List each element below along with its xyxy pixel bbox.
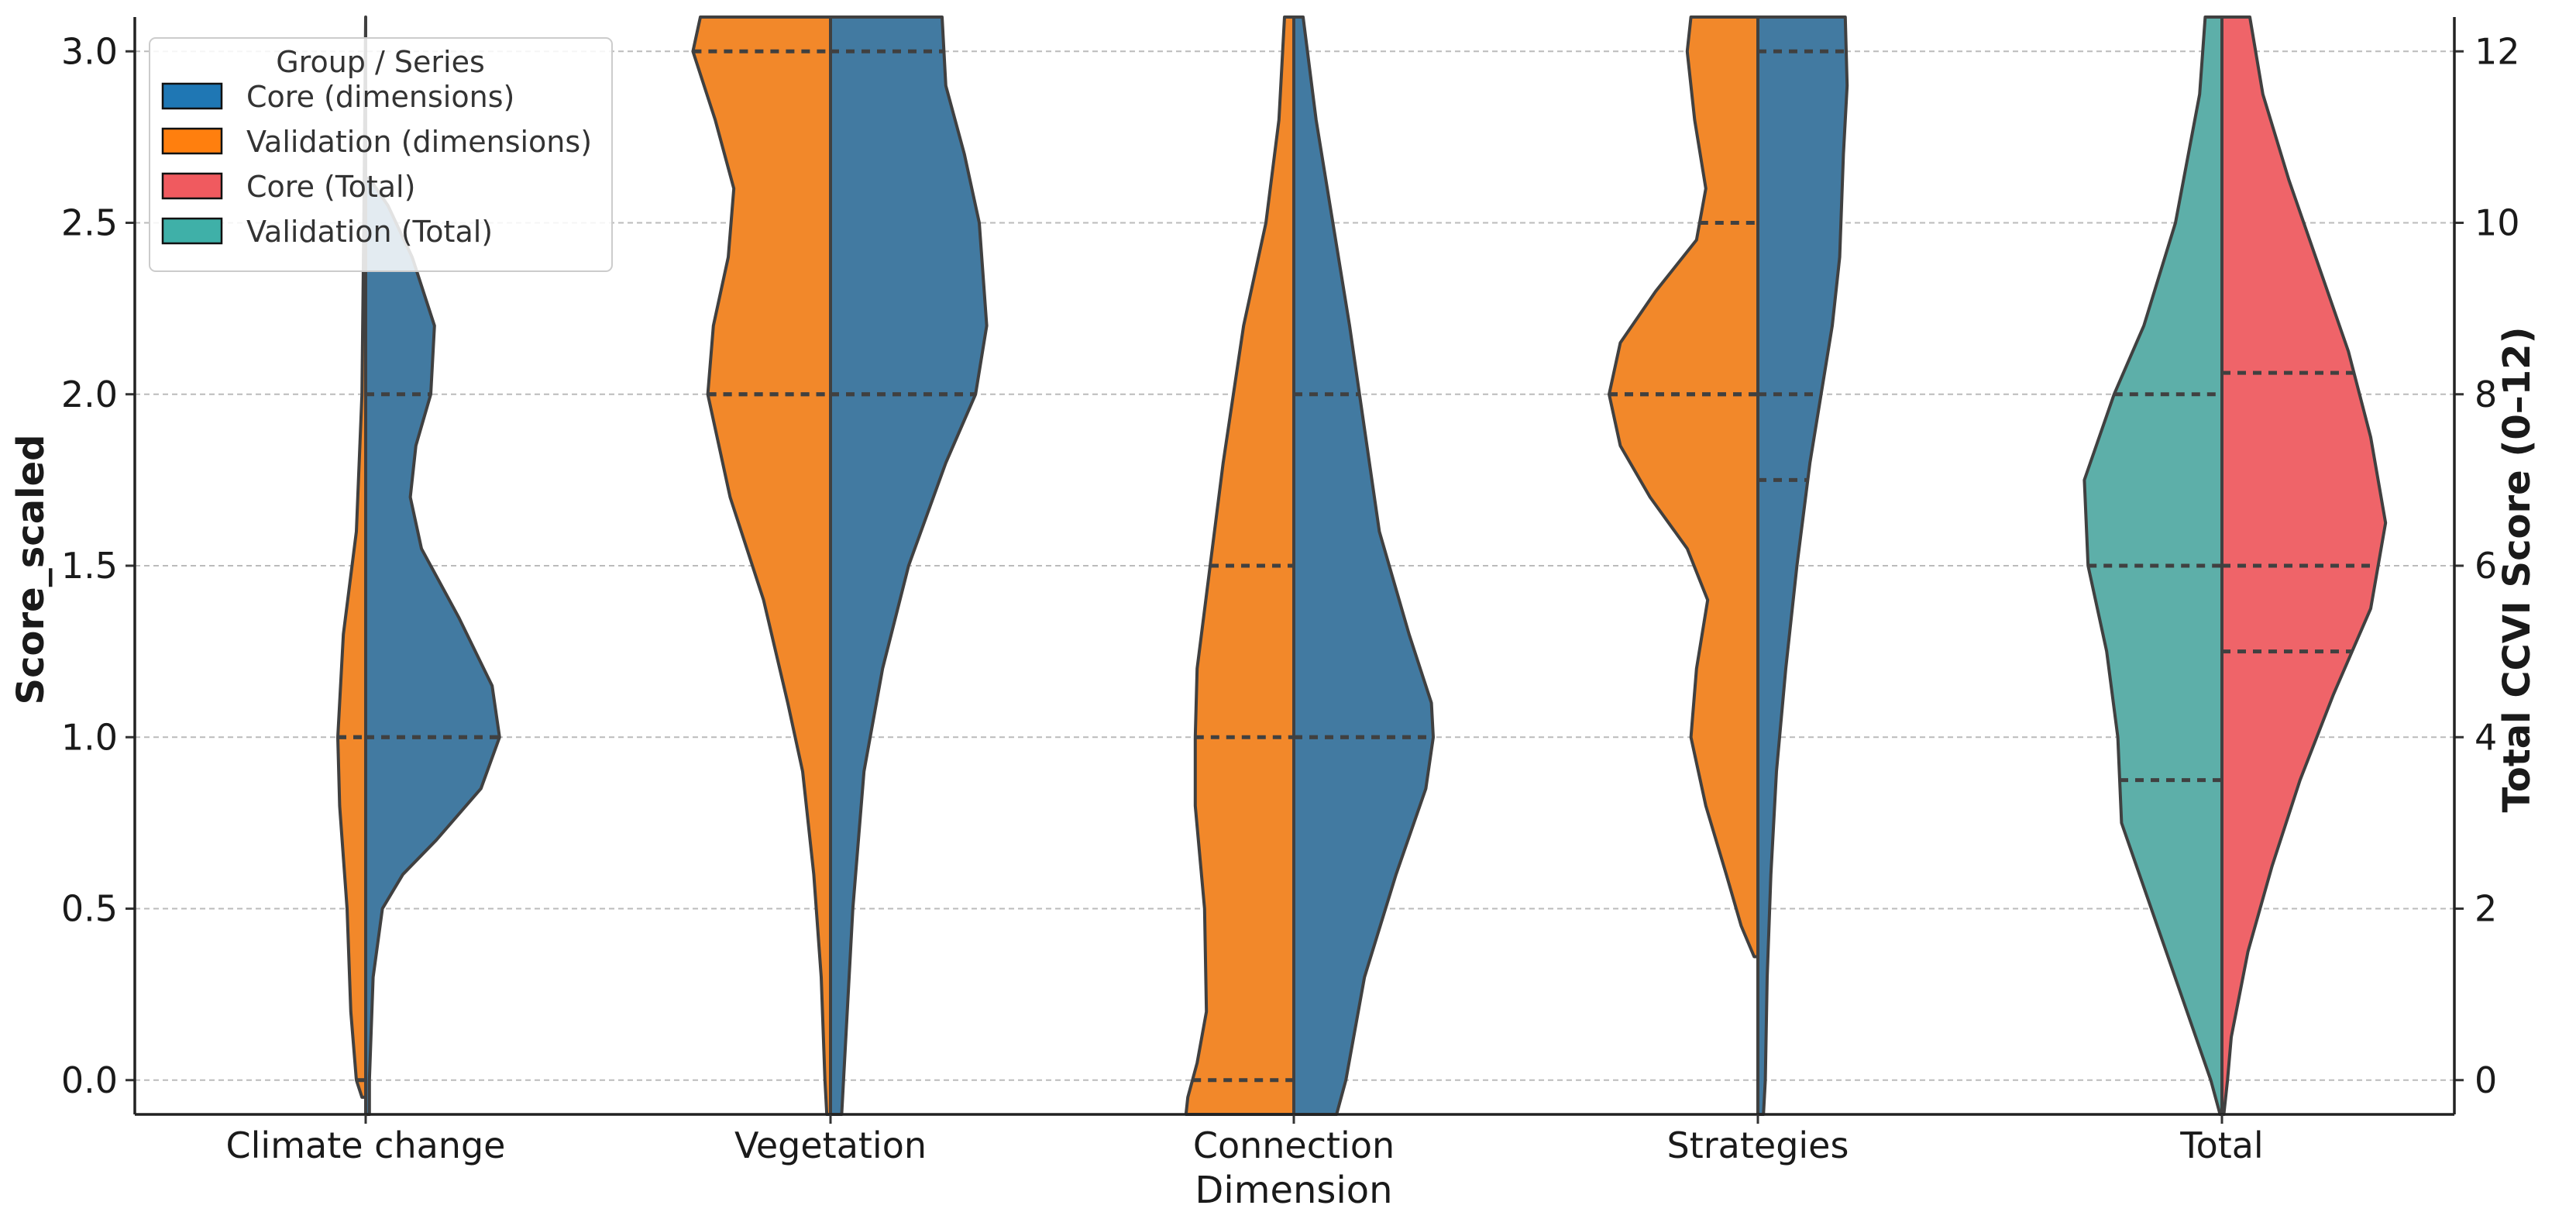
y2-tick-label: 8 <box>2475 374 2497 415</box>
legend-title: Group / Series <box>276 45 485 79</box>
x-axis-title: Dimension <box>1195 1169 1392 1212</box>
legend-swatch <box>161 127 223 155</box>
y-tick-label: 2.5 <box>61 202 118 244</box>
y-axis-title-left: Score_scaled <box>9 434 53 704</box>
y-tick-label: 2.0 <box>61 374 118 415</box>
x-tick-label: Strategies <box>1667 1124 1849 1166</box>
legend-label: Core (Total) <box>246 170 415 204</box>
violins <box>336 15 2388 1116</box>
x-tick-label: Climate change <box>226 1124 506 1166</box>
axes: 0.0 0.5 1.0 1.5 2.0 2.5 3.0 0 2 4 6 8 10 12 Climate ch… <box>61 17 2520 1166</box>
violin-strategies <box>1608 15 1849 1116</box>
y-tick-label: 0.5 <box>61 888 118 930</box>
y2-tick-label: 12 <box>2475 30 2520 72</box>
legend-swatch <box>161 217 223 245</box>
violin-half-left <box>691 15 832 1116</box>
violin-half-right <box>1292 15 1435 1116</box>
legend-box <box>149 37 613 272</box>
legend-label: Validation (dimensions) <box>246 125 592 159</box>
legend-items: Core (dimensions) Validation (dimensions)… <box>161 80 592 249</box>
legend-swatch <box>161 82 223 110</box>
violin-half-right <box>829 15 989 1116</box>
legend-item: Validation (dimensions) <box>161 125 592 159</box>
y2-tick-label: 0 <box>2475 1059 2497 1101</box>
x-tick-label: Connection <box>1193 1124 1395 1166</box>
y-axis-title-right: Total CCVI Score (0–12) <box>2495 326 2539 812</box>
violin-climate-change <box>336 15 501 1116</box>
y-tick-label: 1.5 <box>61 545 118 587</box>
legend: Group / Series Core (dimensions) Validati… <box>149 37 613 272</box>
y-tick-label: 0.0 <box>61 1059 118 1101</box>
y2-tick-label: 2 <box>2475 888 2497 930</box>
x-tick-label: Total <box>2179 1124 2263 1166</box>
x-tick-label: Vegetation <box>734 1124 927 1166</box>
violin-vegetation <box>691 15 989 1116</box>
legend-label: Validation (Total) <box>246 215 493 249</box>
legend-item: Core (Total) <box>161 170 415 204</box>
legend-swatch <box>161 172 223 200</box>
violin-half-left <box>1608 15 1759 959</box>
legend-label: Core (dimensions) <box>246 80 514 114</box>
violin-connection <box>1184 15 1435 1116</box>
legend-item: Core (dimensions) <box>161 80 514 114</box>
y2-tick-label: 6 <box>2475 545 2497 587</box>
legend-item: Validation (Total) <box>161 215 493 249</box>
y2-tick-label: 10 <box>2475 202 2520 244</box>
y2-tick-label: 4 <box>2475 716 2497 758</box>
violin-total <box>2082 15 2388 1116</box>
violin-half-right <box>364 176 501 1116</box>
y-tick-label: 3.0 <box>61 30 118 72</box>
violin-half-right <box>1756 15 1849 1116</box>
y-tick-label: 1.0 <box>61 716 118 758</box>
